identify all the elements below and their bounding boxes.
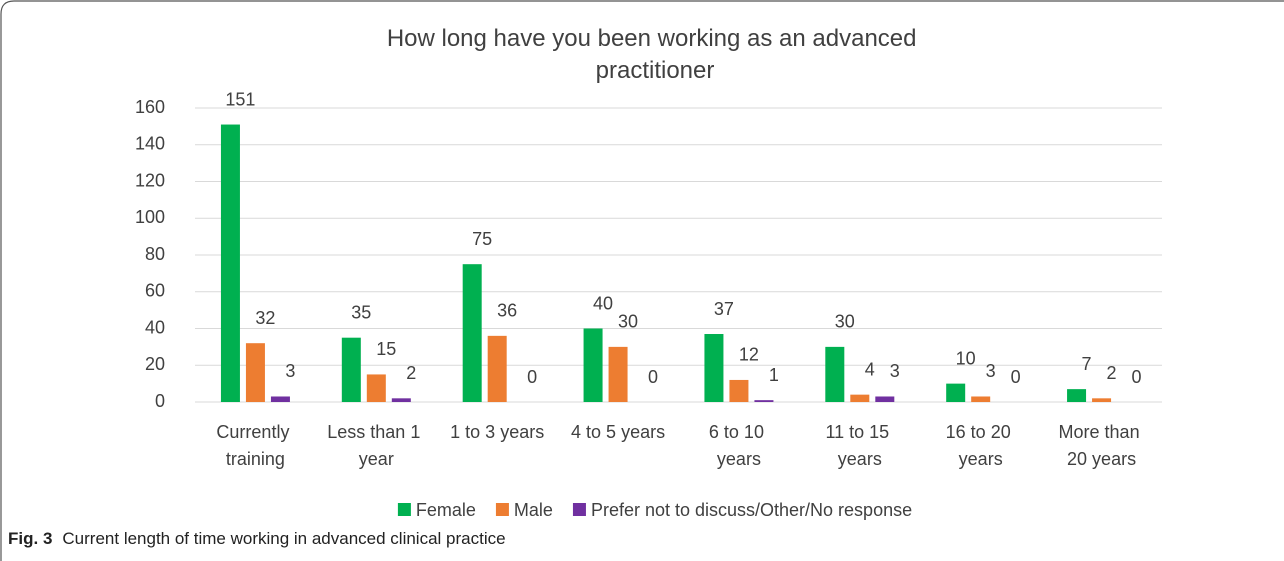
bar	[875, 396, 895, 402]
y-tick-label: 100	[135, 207, 165, 227]
legend-swatch	[572, 503, 586, 516]
x-tick-label: Less than 1 year	[327, 422, 425, 469]
data-label: 12	[739, 345, 759, 365]
legend-swatch	[397, 503, 411, 516]
bar	[754, 400, 774, 402]
data-label: 32	[255, 308, 275, 328]
y-tick-label: 40	[145, 317, 165, 337]
bar	[583, 328, 603, 402]
caption-text: Current length of time working in advanc…	[62, 529, 505, 548]
bar	[1092, 398, 1112, 402]
x-tick-label: 16 to 20 years	[946, 422, 1016, 469]
data-label: 37	[714, 299, 734, 319]
bar	[608, 346, 628, 402]
data-label: 10	[956, 348, 976, 368]
x-tick-label: 11 to 15 years	[825, 422, 894, 469]
data-label: 36	[497, 301, 517, 321]
chart-title: How long have you been working as an adv…	[387, 25, 923, 84]
bar	[462, 264, 482, 402]
data-label: 2	[1107, 363, 1117, 383]
bar	[270, 396, 290, 402]
data-label: 7	[1082, 354, 1092, 374]
data-label: 30	[618, 312, 638, 332]
y-tick-label: 140	[135, 134, 165, 154]
caption: Fig. 3 Current length of time working in …	[8, 529, 506, 548]
x-tick-label: Currently training	[216, 422, 294, 469]
y-tick-label: 0	[155, 391, 165, 411]
bar	[245, 343, 265, 402]
bar	[366, 374, 386, 402]
bar	[487, 335, 507, 402]
bar	[729, 379, 749, 402]
x-tick-label: 6 to 10 years	[709, 422, 769, 469]
data-label: 0	[1011, 367, 1021, 387]
legend-label: Female	[416, 500, 476, 520]
data-label: 15	[376, 339, 396, 359]
data-label: 0	[648, 367, 658, 387]
data-label: 3	[986, 361, 996, 381]
data-label: 75	[472, 229, 492, 249]
data-label: 0	[527, 367, 537, 387]
data-label: 3	[285, 361, 295, 381]
x-tick-label: More than 20 years	[1059, 422, 1145, 469]
bar	[704, 334, 724, 402]
data-label: 40	[593, 293, 613, 313]
bar	[341, 337, 361, 402]
y-tick-label: 120	[135, 170, 165, 190]
bar	[391, 398, 411, 402]
legend-label: Prefer not to discuss/Other/No response	[591, 500, 912, 520]
bar	[825, 346, 845, 402]
bar	[946, 383, 966, 402]
data-label: 151	[225, 89, 255, 109]
data-label: 35	[351, 302, 371, 322]
bar	[850, 394, 870, 402]
bar	[220, 124, 240, 402]
caption-label: Fig. 3	[8, 529, 52, 548]
bar	[1067, 389, 1087, 402]
data-label: 2	[406, 363, 416, 383]
legend: Female Male Prefer not to discuss/Other/No…	[397, 500, 912, 520]
bar	[971, 396, 991, 402]
x-tick-label: 1 to 3 years	[450, 422, 544, 442]
data-label: 4	[865, 359, 875, 379]
y-tick-label: 160	[135, 97, 165, 117]
legend-swatch	[495, 503, 509, 516]
y-tick-label: 60	[145, 281, 165, 301]
x-tick-label: 4 to 5 years	[571, 422, 665, 442]
legend-label: Male	[514, 500, 553, 520]
data-label: 30	[835, 312, 855, 332]
y-tick-label: 20	[145, 354, 165, 374]
data-label: 0	[1132, 367, 1142, 387]
y-tick-label: 80	[145, 244, 165, 264]
data-label: 3	[890, 361, 900, 381]
data-label: 1	[769, 365, 779, 385]
